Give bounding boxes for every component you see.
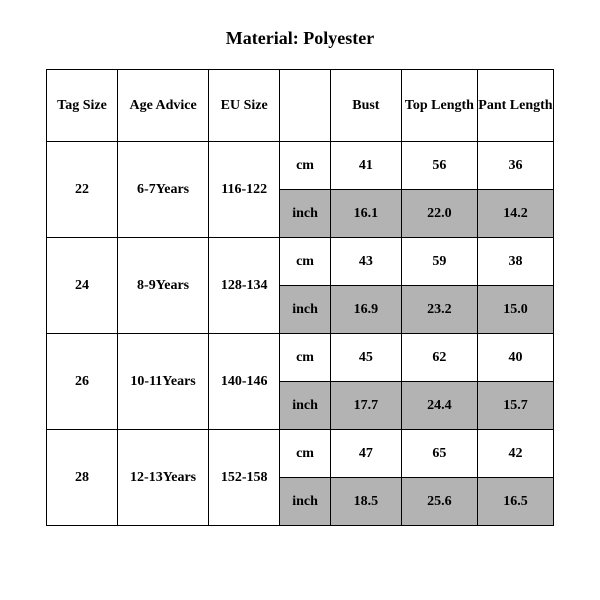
cell-bust-inch: 17.7: [330, 382, 401, 430]
col-tag-size: Tag Size: [47, 70, 118, 142]
cell-tag: 22: [47, 142, 118, 238]
cell-pant-cm: 38: [477, 238, 553, 286]
cell-bust-cm: 45: [330, 334, 401, 382]
cell-age: 12-13Years: [117, 430, 208, 526]
cell-unit-inch: inch: [280, 382, 331, 430]
table-row: 28 12-13Years 152-158 cm 47 65 42: [47, 430, 554, 478]
cell-tag: 24: [47, 238, 118, 334]
cell-bust-cm: 41: [330, 142, 401, 190]
cell-pant-inch: 15.7: [477, 382, 553, 430]
cell-eu: 140-146: [209, 334, 280, 430]
col-pant-length: Pant Length: [477, 70, 553, 142]
header-row: Tag Size Age Advice EU Size Bust Top Len…: [47, 70, 554, 142]
col-age-advice: Age Advice: [117, 70, 208, 142]
col-eu-size: EU Size: [209, 70, 280, 142]
cell-unit-inch: inch: [280, 478, 331, 526]
table-wrapper: Tag Size Age Advice EU Size Bust Top Len…: [0, 69, 600, 526]
cell-top-inch: 24.4: [401, 382, 477, 430]
cell-bust-cm: 43: [330, 238, 401, 286]
cell-age: 8-9Years: [117, 238, 208, 334]
page-title: Material: Polyester: [0, 0, 600, 69]
table-row: 22 6-7Years 116-122 cm 41 56 36: [47, 142, 554, 190]
cell-age: 6-7Years: [117, 142, 208, 238]
size-table: Tag Size Age Advice EU Size Bust Top Len…: [46, 69, 554, 526]
cell-top-inch: 22.0: [401, 190, 477, 238]
cell-bust-inch: 16.9: [330, 286, 401, 334]
cell-top-cm: 62: [401, 334, 477, 382]
table-body: 22 6-7Years 116-122 cm 41 56 36 inch 16.…: [47, 142, 554, 526]
cell-pant-inch: 14.2: [477, 190, 553, 238]
cell-pant-cm: 40: [477, 334, 553, 382]
col-top-length: Top Length: [401, 70, 477, 142]
cell-eu: 128-134: [209, 238, 280, 334]
cell-pant-inch: 15.0: [477, 286, 553, 334]
cell-eu: 116-122: [209, 142, 280, 238]
cell-unit-cm: cm: [280, 430, 331, 478]
cell-unit-cm: cm: [280, 334, 331, 382]
table-row: 24 8-9Years 128-134 cm 43 59 38: [47, 238, 554, 286]
cell-bust-inch: 16.1: [330, 190, 401, 238]
col-bust: Bust: [330, 70, 401, 142]
cell-age: 10-11Years: [117, 334, 208, 430]
cell-tag: 28: [47, 430, 118, 526]
cell-tag: 26: [47, 334, 118, 430]
cell-top-cm: 56: [401, 142, 477, 190]
cell-top-cm: 59: [401, 238, 477, 286]
cell-bust-inch: 18.5: [330, 478, 401, 526]
cell-top-inch: 23.2: [401, 286, 477, 334]
table-row: 26 10-11Years 140-146 cm 45 62 40: [47, 334, 554, 382]
cell-pant-cm: 36: [477, 142, 553, 190]
cell-bust-cm: 47: [330, 430, 401, 478]
cell-unit-inch: inch: [280, 190, 331, 238]
cell-unit-cm: cm: [280, 238, 331, 286]
cell-eu: 152-158: [209, 430, 280, 526]
cell-unit-cm: cm: [280, 142, 331, 190]
cell-unit-inch: inch: [280, 286, 331, 334]
cell-top-cm: 65: [401, 430, 477, 478]
cell-pant-inch: 16.5: [477, 478, 553, 526]
cell-top-inch: 25.6: [401, 478, 477, 526]
col-unit: [280, 70, 331, 142]
cell-pant-cm: 42: [477, 430, 553, 478]
